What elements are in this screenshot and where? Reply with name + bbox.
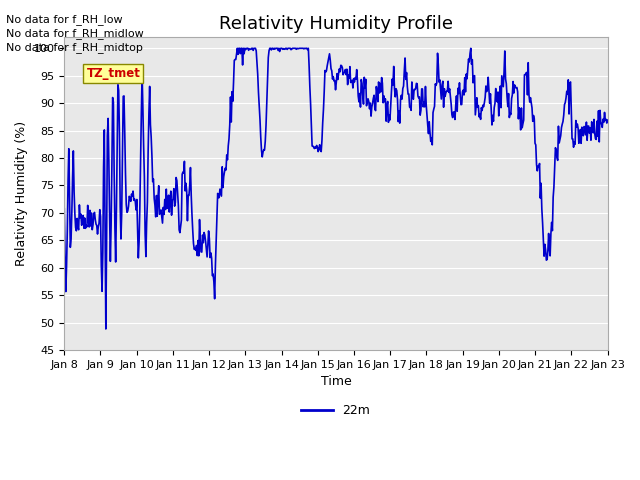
Text: No data for f_RH_low: No data for f_RH_low: [6, 13, 123, 24]
Text: TZ_tmet: TZ_tmet: [86, 67, 140, 80]
Title: Relativity Humidity Profile: Relativity Humidity Profile: [219, 15, 453, 33]
22m: [182, 180, 190, 186]
Legend: 22m: 22m: [296, 399, 376, 422]
22m: [60, 206, 68, 212]
Text: No data for f_RH_midtop: No data for f_RH_midtop: [6, 42, 143, 53]
22m: [211, 296, 218, 301]
Text: No data for f_RH_midlow: No data for f_RH_midlow: [6, 28, 144, 39]
Line: 22m: 22m: [64, 48, 607, 329]
22m: [102, 326, 109, 332]
22m: [604, 117, 611, 123]
22m: [419, 104, 427, 110]
X-axis label: Time: Time: [321, 375, 351, 388]
22m: [70, 189, 78, 195]
22m: [127, 198, 134, 204]
22m: [403, 84, 411, 89]
Y-axis label: Relativity Humidity (%): Relativity Humidity (%): [15, 121, 28, 266]
22m: [234, 46, 241, 51]
